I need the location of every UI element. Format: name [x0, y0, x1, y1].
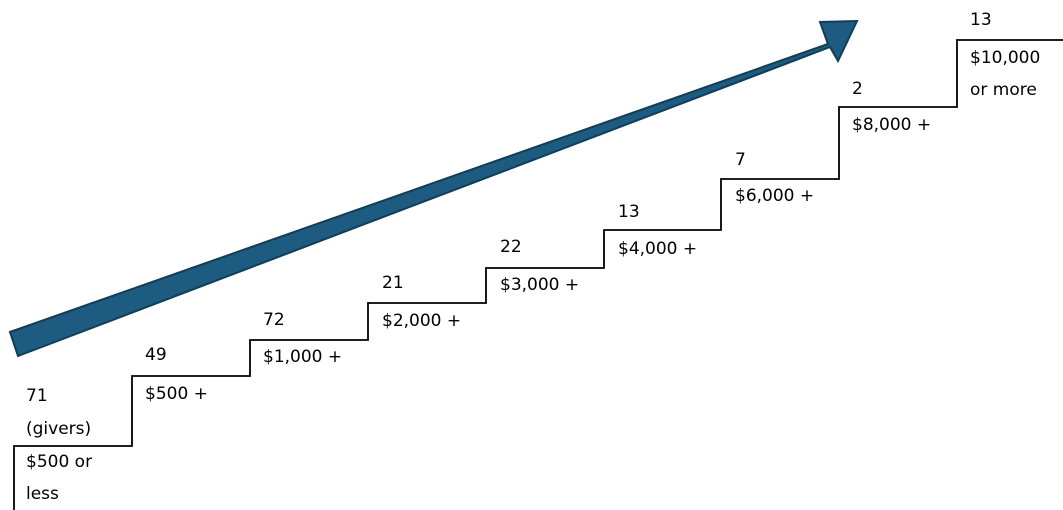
growth-arrow-shape — [8, 19, 859, 358]
step-2: 72 $1,000 + — [263, 310, 342, 367]
step-1: 49 $500 + — [145, 345, 208, 404]
step-count: 13 — [618, 202, 640, 222]
step-count: 71 — [26, 386, 48, 406]
step-0: 71 (givers) $500 or less — [26, 386, 92, 504]
step-4: 22 $3,000 + — [500, 237, 579, 295]
step-count: 49 — [145, 345, 167, 365]
step-7: 2 $8,000 + — [852, 79, 931, 135]
step-count: 13 — [970, 10, 992, 30]
staircase-line — [13, 39, 1063, 510]
step-range: $6,000 + — [735, 186, 814, 206]
step-8: 13 $10,000 or more — [970, 10, 1040, 100]
step-3: 21 $2,000 + — [382, 273, 461, 331]
step-count: 22 — [500, 237, 522, 257]
step-range: $500 + — [145, 384, 208, 404]
step-count: 72 — [263, 310, 285, 330]
step-5: 13 $4,000 + — [618, 202, 697, 259]
step-count: 21 — [382, 273, 404, 293]
step-6: 7 $6,000 + — [735, 150, 814, 206]
step-range: $10,000 — [970, 48, 1040, 68]
step-count: 7 — [735, 150, 746, 170]
step-range: $8,000 + — [852, 115, 931, 135]
step-range: $1,000 + — [263, 347, 342, 367]
step-range: $2,000 + — [382, 311, 461, 331]
step-count: 2 — [852, 79, 863, 99]
step-range: $4,000 + — [618, 239, 697, 259]
step-count-note: (givers) — [26, 419, 91, 439]
step-range: or more — [970, 80, 1037, 100]
step-range: less — [26, 484, 59, 504]
step-range: $3,000 + — [500, 275, 579, 295]
step-range: $500 or — [26, 452, 92, 472]
